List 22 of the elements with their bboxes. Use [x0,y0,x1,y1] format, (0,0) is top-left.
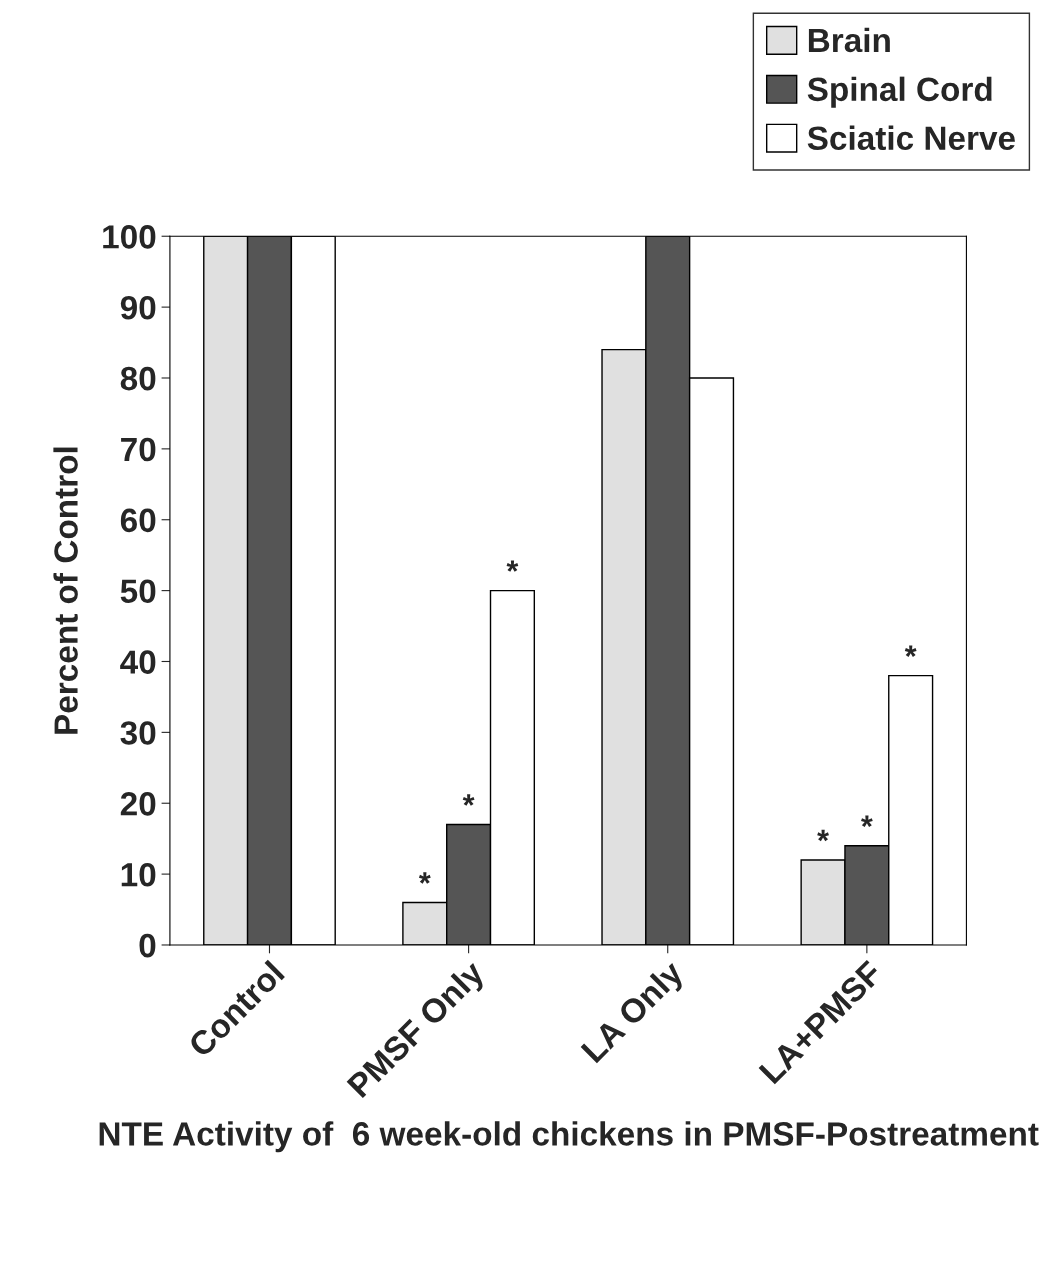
y-tick-label: 80 [120,366,156,391]
y-tick-label: 50 [120,579,156,604]
data-label: * [462,794,475,806]
y-tick-label: 30 [120,721,156,745]
y-tick-label: 20 [120,792,156,816]
data-label: * [418,872,431,884]
y-tick-label: 10 [121,862,156,887]
legend-label: Brain [808,27,890,53]
y-tick-label: 70 [121,437,156,462]
y-tick-label: 0 [139,933,156,958]
legend-label: Sciatic Nerve [807,125,1015,151]
y-tick-label: 60 [120,508,156,533]
y-tick-label: 90 [120,295,156,320]
data-label: * [861,815,873,827]
legend-label: Spinal Cord [807,76,992,108]
x-axis-title: NTE Activity of 6 week-old chickens in PMSF-Postreatment [99,1121,1039,1153]
data-label: * [817,829,829,842]
data-label: * [904,645,917,657]
y-axis-title: Percent of Control [53,447,78,734]
y-tick-label: 100 [103,225,156,249]
y-tick-label: 40 [120,650,156,674]
data-label: * [506,560,519,572]
